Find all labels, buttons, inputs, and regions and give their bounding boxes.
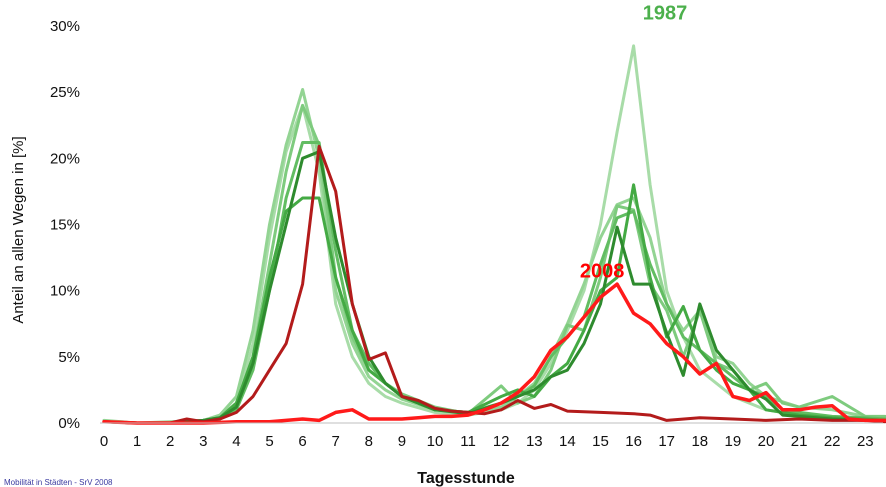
series-line-2: [102, 88, 886, 425]
x-tick-label: 12: [493, 433, 510, 450]
x-tick-label: 7: [332, 433, 340, 450]
x-tick-label: 10: [427, 433, 444, 450]
y-tick-label: 20%: [50, 150, 80, 167]
y-tick-label: 10%: [50, 283, 80, 300]
series-line-6: [102, 150, 886, 425]
series-layer: [102, 44, 886, 425]
x-tick-label: 22: [824, 433, 841, 450]
source-note: Mobilität in Städten - SrV 2008: [4, 478, 113, 487]
series-line-4: [102, 141, 886, 425]
series-line-7: [102, 144, 886, 425]
x-tick-label: 11: [460, 433, 476, 450]
x-tick-label: 8: [365, 433, 373, 450]
series-annotation-1987: 1987: [643, 2, 688, 24]
series-line-8: [102, 282, 886, 425]
y-tick-label: 25%: [50, 84, 80, 101]
x-tick-label: 21: [791, 433, 808, 450]
x-tick-label: 2: [166, 433, 174, 450]
y-tick-label: 0%: [58, 415, 80, 432]
x-tick-label: 18: [691, 433, 708, 450]
series-line-1: [102, 44, 886, 425]
x-tick-label: 4: [232, 433, 240, 450]
y-tick-label: 5%: [58, 349, 80, 366]
x-tick-label: 16: [625, 433, 642, 450]
x-tick-label: 23: [857, 433, 874, 450]
axis-layer: 0%5%10%15%20%25%30%0 1 2 3 4 5 6 7 8 9 10 11 12 13 14 1…: [50, 18, 883, 450]
x-tick-label: 5: [265, 433, 273, 450]
x-tick-label: 13: [526, 433, 543, 450]
x-tick-label: 9: [398, 433, 406, 450]
x-axis-label: Tagesstunde: [417, 470, 515, 487]
x-tick-label: 20: [758, 433, 775, 450]
x-tick-label: 14: [559, 433, 576, 450]
x-tick-label: 17: [658, 433, 675, 450]
x-tick-label: 1: [133, 433, 141, 450]
y-tick-label: 30%: [50, 18, 80, 35]
x-tick-label: 0: [100, 433, 108, 450]
x-tick-label: 3: [199, 433, 207, 450]
series-annotation-2008: 2008: [580, 260, 625, 282]
x-tick-label: 15: [592, 433, 609, 450]
series-line-3: [102, 103, 886, 425]
x-tick-label: 6: [298, 433, 306, 450]
y-axis-label: Anteil an allen Wegen in [%]: [10, 136, 27, 323]
y-tick-label: 15%: [50, 217, 80, 234]
x-tick-label: 19: [725, 433, 742, 450]
